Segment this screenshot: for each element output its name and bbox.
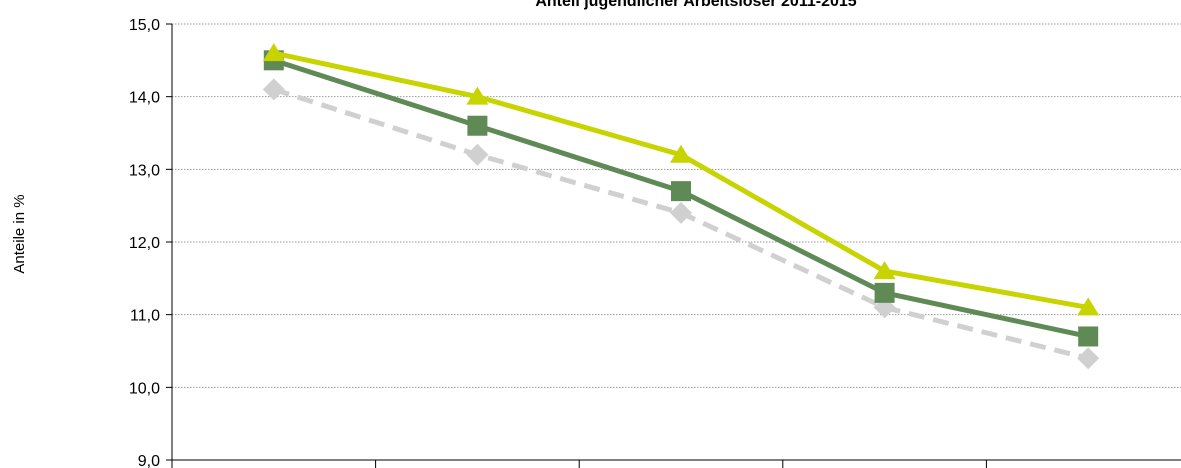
triangle-marker bbox=[670, 144, 692, 163]
y-tick-label: 13,0 bbox=[129, 162, 160, 179]
triangle-marker bbox=[1077, 297, 1100, 316]
series-group bbox=[262, 43, 1100, 370]
square-marker bbox=[1078, 326, 1099, 347]
y-axis-label: Anteile in % bbox=[11, 194, 28, 273]
triangle-marker bbox=[262, 43, 285, 62]
diamond-marker bbox=[466, 143, 489, 166]
y-tick-label: 10,0 bbox=[129, 380, 160, 397]
series-line-1 bbox=[273, 50, 1089, 310]
triangle-marker bbox=[873, 261, 896, 280]
triangle-marker bbox=[466, 86, 489, 105]
y-ticks: 9,0 10,0 11,0 12,0 13,0 14,0 15,0 bbox=[129, 17, 172, 468]
y-tick-label: 15,0 bbox=[129, 17, 160, 34]
diamond-marker bbox=[262, 78, 285, 101]
square-marker bbox=[874, 282, 895, 303]
y-tick-label: 14,0 bbox=[129, 90, 160, 107]
y-tick-label: 11,0 bbox=[130, 308, 160, 325]
diamond-marker bbox=[1077, 347, 1100, 370]
axes bbox=[171, 24, 1181, 468]
diamond-marker bbox=[670, 201, 692, 224]
y-tick-label: 9,0 bbox=[138, 453, 160, 468]
chart-title: Anteil jugendlicher Arbeitsloser 2011-20… bbox=[535, 0, 856, 10]
square-marker bbox=[671, 181, 691, 202]
y-tick-label: 12,0 bbox=[129, 235, 160, 252]
square-marker bbox=[467, 115, 488, 136]
